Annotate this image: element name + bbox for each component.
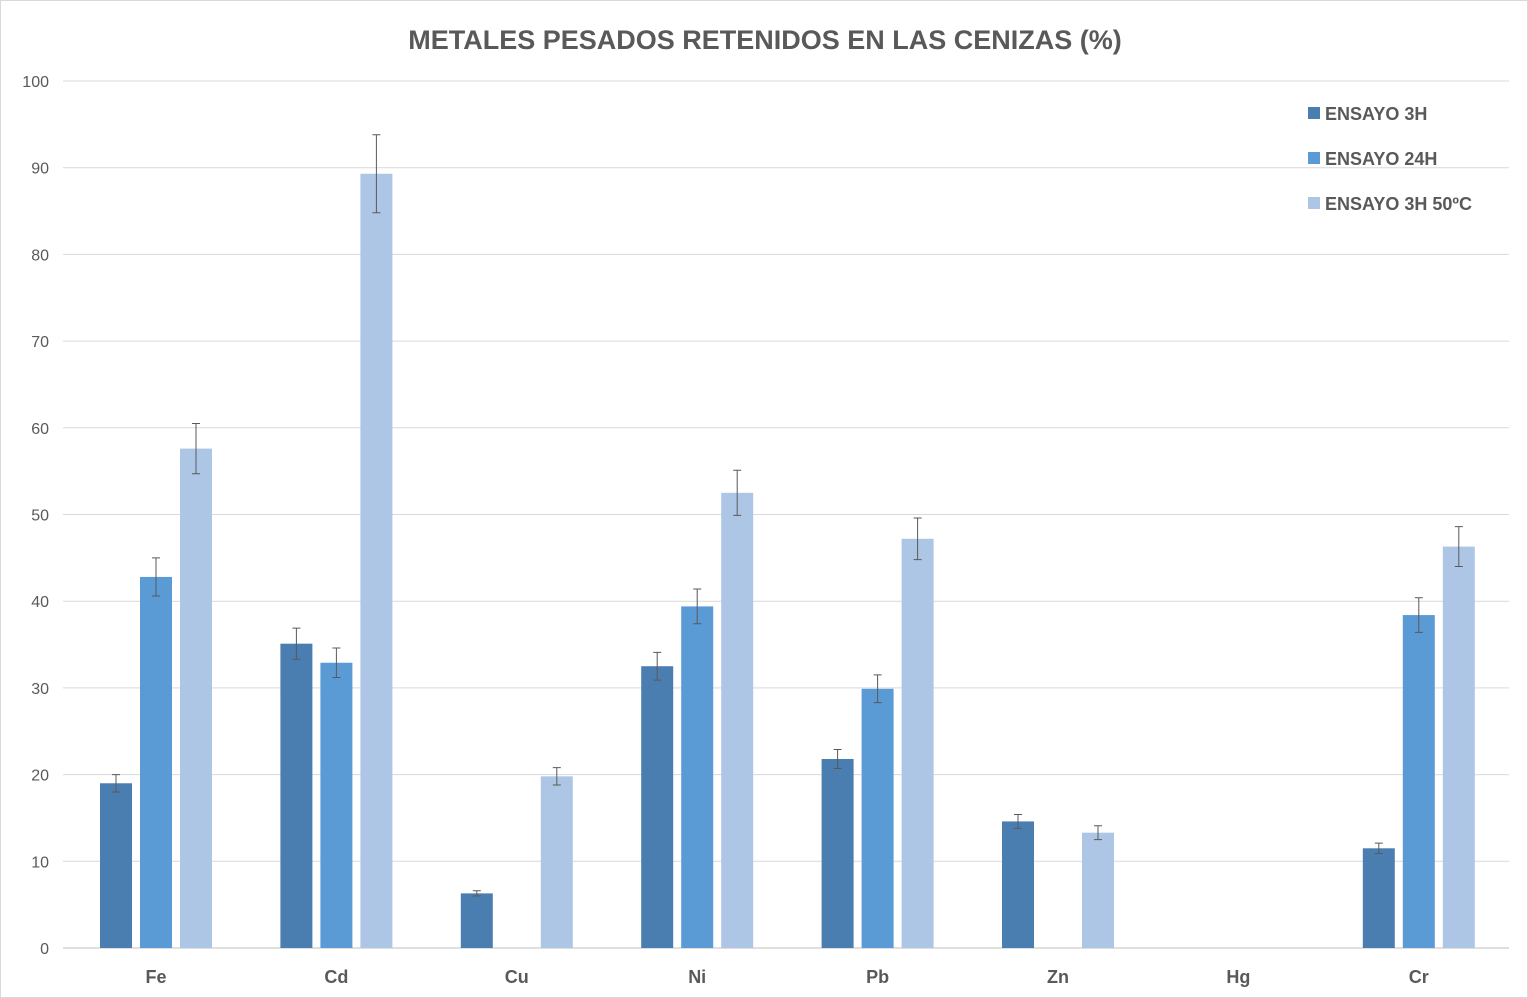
x-tick-label: Ni [688, 967, 706, 987]
y-tick-label: 10 [31, 854, 49, 871]
chart-title: METALES PESADOS RETENIDOS EN LAS CENIZAS… [408, 25, 1122, 55]
error-bar [332, 647, 341, 678]
bar [180, 448, 212, 948]
legend-label: ENSAYO 3H [1325, 104, 1427, 124]
error-bar [1374, 842, 1383, 854]
x-tick-label: Hg [1226, 967, 1250, 987]
error-bar [292, 627, 301, 660]
legend-swatch [1308, 197, 1320, 209]
bar [1442, 546, 1475, 948]
x-tick-label: Cd [324, 967, 348, 987]
error-bar [653, 651, 662, 681]
bar [901, 538, 934, 948]
bar [280, 643, 313, 948]
bar [460, 893, 493, 948]
error-bar [693, 588, 702, 625]
y-tick-label: 0 [40, 941, 49, 958]
bar [540, 776, 573, 948]
y-tick-label: 80 [31, 247, 49, 264]
bar [140, 576, 172, 948]
y-tick-label: 40 [31, 594, 49, 611]
y-tick-label: 30 [31, 681, 49, 698]
error-bar [152, 557, 160, 597]
legend-swatch [1308, 107, 1320, 119]
x-tick-label: Cr [1409, 967, 1429, 987]
error-bar [372, 134, 381, 214]
bar [641, 666, 674, 948]
legend-swatch [1308, 152, 1320, 164]
x-tick-label: Zn [1047, 967, 1069, 987]
bar [721, 492, 754, 948]
error-bar [1414, 597, 1423, 633]
error-bar [192, 422, 200, 475]
legend-label: ENSAYO 24H [1325, 149, 1437, 169]
bar [1402, 615, 1435, 948]
x-tick-label: Cu [505, 967, 529, 987]
error-bar [733, 469, 742, 516]
error-bar [1094, 825, 1102, 841]
y-tick-label: 20 [31, 768, 49, 785]
error-bar [873, 674, 882, 704]
error-bar [112, 774, 120, 793]
bar [821, 758, 854, 948]
bar [320, 662, 353, 948]
bar [681, 606, 714, 948]
y-tick-label: 100 [22, 74, 49, 91]
x-tick-label: Fe [145, 967, 166, 987]
error-bar [1454, 526, 1463, 568]
bar [861, 688, 894, 948]
bar [360, 173, 393, 949]
error-bar [1014, 813, 1022, 829]
x-tick-label: Pb [866, 967, 889, 987]
error-bar [833, 748, 842, 770]
y-tick-label: 90 [31, 161, 49, 178]
error-bar [552, 767, 561, 786]
y-tick-label: 50 [31, 508, 49, 525]
bar [1082, 832, 1114, 948]
bar [1002, 821, 1034, 948]
legend-label: ENSAYO 3H 50ºC [1325, 194, 1472, 214]
bar [1362, 848, 1395, 948]
error-bar [913, 517, 922, 561]
bar [100, 783, 132, 948]
error-bar [472, 890, 481, 897]
y-tick-label: 70 [31, 334, 49, 351]
y-tick-label: 60 [31, 421, 49, 438]
